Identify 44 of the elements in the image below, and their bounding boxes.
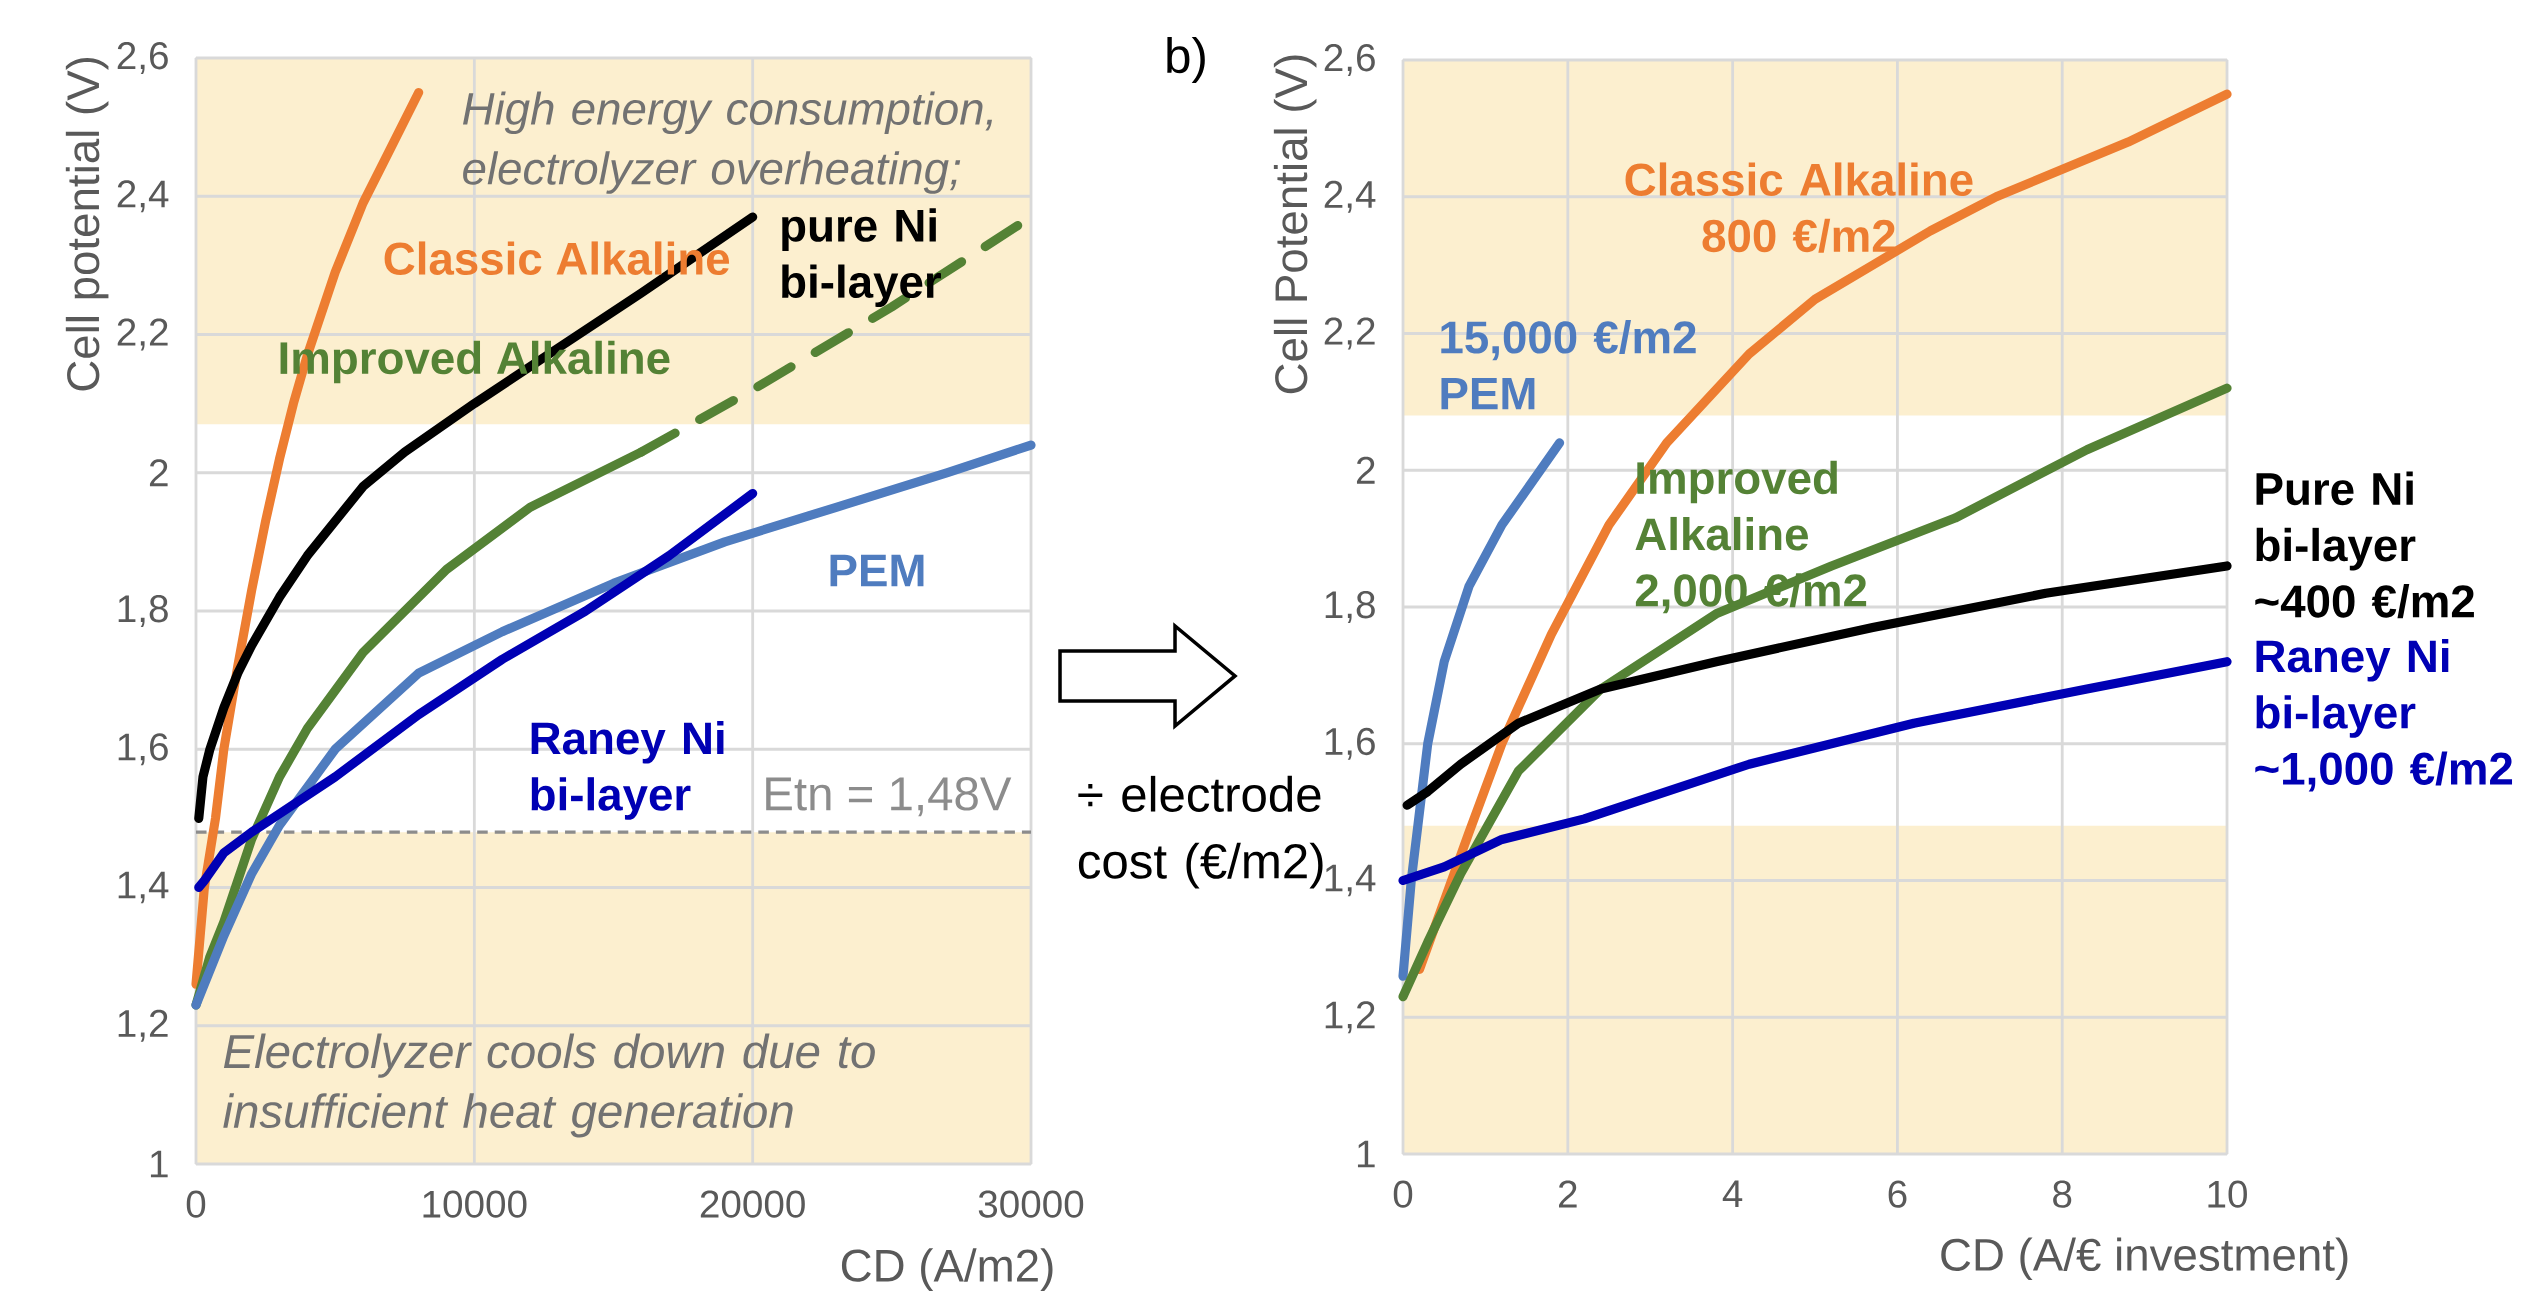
y-tick-label: 1,6 <box>1325 727 1375 760</box>
y-tick-label: 2,4 <box>1324 180 1376 213</box>
y-tick-label: 2,6 <box>1324 44 1375 76</box>
y-tick-label: 1,2 <box>118 1009 168 1042</box>
y-tick-label: 2,2 <box>1324 317 1375 350</box>
x-axis-title: CD (A/€ investment) <box>1941 1237 2348 1281</box>
x-tick-label: 10000 <box>423 1190 527 1218</box>
y-tick-label: 1,6 <box>118 733 168 766</box>
x-tick-label: 4 <box>1722 1180 1743 1208</box>
x-tick-label: 30000 <box>978 1190 1084 1218</box>
y-tick-label: 1,4 <box>118 871 169 904</box>
y-tick-label: 1,2 <box>1325 1001 1375 1034</box>
y-tick-label: 2,2 <box>117 318 168 351</box>
series-label: Pure Ni bi-layer ~400 €/m2 <box>2255 471 2474 619</box>
band-label: Electrolyzer cools down due to insufficient heat generation <box>223 1033 875 1138</box>
y-axis-title: Cell Potential (V) <box>1273 55 1317 394</box>
y-tick-label: 2,4 <box>117 180 169 213</box>
y-tick-label: 1 <box>150 1150 168 1178</box>
series-label: 15,000 €/m2 PEM <box>1441 320 1696 410</box>
y-tick-label: 1,4 <box>1325 864 1376 897</box>
series-label: PEM <box>830 554 924 587</box>
y-tick-label: 2 <box>1356 456 1375 484</box>
y-tick-label: 2,6 <box>117 42 168 74</box>
x-tick-label: 0 <box>186 1190 206 1218</box>
y-tick-label: 1,8 <box>118 595 168 627</box>
series-label: pure Ni bi-layer <box>782 208 941 308</box>
series-label: Raney Ni bi-layer <box>531 720 724 820</box>
x-tick-label: 8 <box>2053 1180 2072 1208</box>
series-label: Raney Ni bi-layer ~1,000 €/m2 <box>2255 638 2513 792</box>
y-axis-title: Cell potential (V) <box>65 57 109 391</box>
y-tick-label: 1 <box>1357 1140 1375 1168</box>
x-tick-label: 6 <box>1888 1180 1907 1208</box>
x-tick-label: 20000 <box>700 1190 805 1218</box>
x-tick-label: 2 <box>1559 1180 1577 1208</box>
band-label: High energy consumption, electrolyzer overheating; <box>462 91 992 194</box>
x-tick-label: 0 <box>1393 1180 1413 1208</box>
series-label: Classic Alkaline 800 €/m2 <box>1625 162 1973 253</box>
x-axis-title: CD (A/m2) <box>841 1248 1053 1291</box>
y-tick-label: 2 <box>149 459 168 487</box>
y-tick-label: 1,8 <box>1325 591 1375 623</box>
text: ÷ electrode cost (€/m2) <box>1078 775 1323 889</box>
text: b) <box>1167 37 1205 83</box>
x-tick-label: 10 <box>2208 1180 2247 1208</box>
ref-line-label: Etn = 1,48V <box>766 777 1012 817</box>
